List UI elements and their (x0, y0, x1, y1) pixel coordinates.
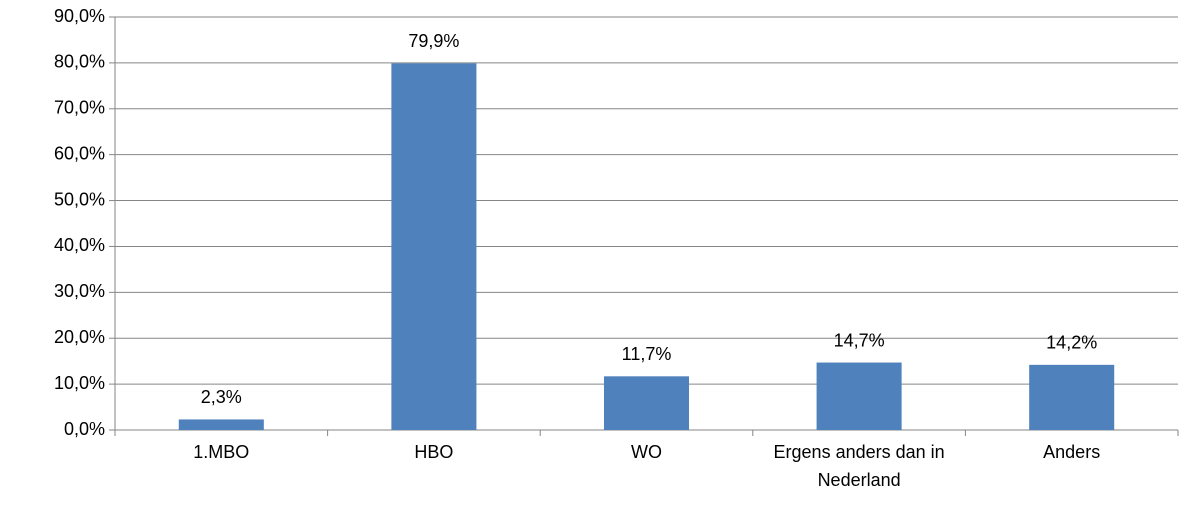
data-label: 79,9% (408, 31, 459, 51)
data-label: 2,3% (201, 387, 242, 407)
y-tick-label: 40,0% (54, 235, 105, 255)
y-tick-label: 60,0% (54, 143, 105, 163)
x-tick-label: 1.MBO (193, 442, 250, 462)
x-tick-label: HBO (414, 442, 454, 462)
x-tick-label: Ergens anders dan in Nederland (773, 442, 945, 490)
y-tick-label: 10,0% (54, 373, 105, 393)
data-label: 14,7% (834, 330, 885, 350)
data-label: 14,2% (1046, 333, 1097, 353)
data-label: 11,7% (622, 344, 672, 364)
y-tick-label: 30,0% (54, 281, 105, 301)
x-tick-label: WO (631, 442, 662, 462)
y-tick-label: 20,0% (54, 327, 105, 347)
y-tick-label: 0,0% (64, 419, 105, 439)
bar (391, 63, 477, 430)
y-tick-label: 80,0% (54, 52, 105, 72)
y-tick-label: 70,0% (54, 98, 105, 118)
y-tick-label: 90,0% (54, 6, 105, 26)
bar (1029, 364, 1115, 430)
x-tick-label: Anders (1043, 442, 1101, 462)
bar (603, 376, 690, 430)
bar (178, 419, 264, 430)
y-tick-label: 50,0% (54, 189, 105, 209)
bar (816, 362, 902, 430)
